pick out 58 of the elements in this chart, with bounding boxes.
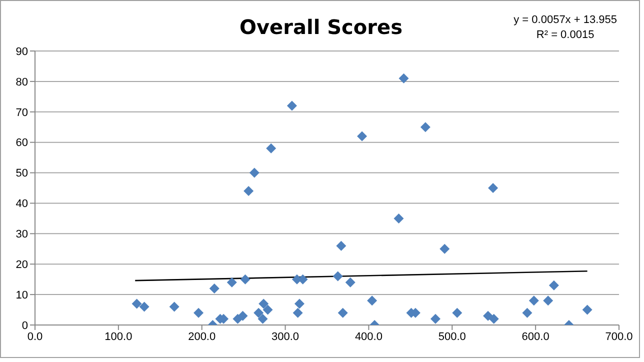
- x-tick-label: 100.0: [104, 330, 132, 343]
- point: [209, 283, 220, 294]
- x-tick-label: 500.0: [438, 330, 466, 343]
- point: [452, 308, 462, 318]
- y-tick-label: 70: [16, 106, 28, 119]
- point: [286, 100, 297, 111]
- x-tick-label: 300.0: [272, 330, 300, 343]
- point: [398, 73, 409, 84]
- y-tick-label: 0: [22, 320, 28, 332]
- point: [194, 308, 204, 318]
- point: [244, 186, 254, 196]
- point: [582, 304, 592, 315]
- x-tick-label: 600.0: [522, 330, 550, 343]
- point: [420, 122, 430, 132]
- y-tick-label: 80: [16, 76, 28, 88]
- y-tick-label: 40: [16, 198, 28, 210]
- point: [338, 308, 348, 318]
- point: [169, 302, 180, 312]
- y-tick-label: 30: [16, 228, 28, 241]
- point: [548, 280, 559, 290]
- y-tick-label: 10: [16, 289, 28, 302]
- point: [528, 296, 539, 306]
- y-tick-label: 20: [16, 259, 28, 272]
- point: [367, 296, 378, 306]
- point: [543, 296, 554, 306]
- point: [266, 143, 276, 154]
- point: [292, 308, 303, 318]
- point: [226, 277, 237, 288]
- x-tick-label: 400.0: [354, 330, 382, 343]
- point: [430, 314, 440, 324]
- point: [262, 304, 273, 315]
- point: [294, 298, 304, 309]
- point: [394, 213, 404, 224]
- y-tick-label: 90: [16, 46, 28, 58]
- y-tick-label: 50: [16, 168, 28, 180]
- point: [483, 310, 494, 321]
- chart-title: Overall Scores: [240, 15, 402, 39]
- x-tick-label: 700.0: [605, 330, 633, 343]
- point: [139, 302, 150, 312]
- point: [132, 298, 142, 309]
- y-tick-label: 60: [16, 137, 28, 150]
- point: [357, 131, 368, 142]
- point: [522, 308, 532, 318]
- point: [254, 308, 264, 318]
- x-tick-label: 0.0: [27, 330, 43, 343]
- point: [488, 314, 499, 324]
- point: [258, 298, 269, 309]
- point: [332, 271, 343, 282]
- point: [240, 274, 250, 284]
- x-tick-label: 200.0: [188, 330, 216, 343]
- point: [440, 244, 450, 254]
- equation-note: y = 0.0057x + 13.955 R² = 0.0015: [514, 13, 617, 43]
- point: [258, 314, 268, 324]
- point: [238, 310, 248, 321]
- point: [336, 240, 346, 251]
- point: [488, 183, 498, 193]
- point: [345, 277, 356, 288]
- point: [249, 168, 260, 178]
